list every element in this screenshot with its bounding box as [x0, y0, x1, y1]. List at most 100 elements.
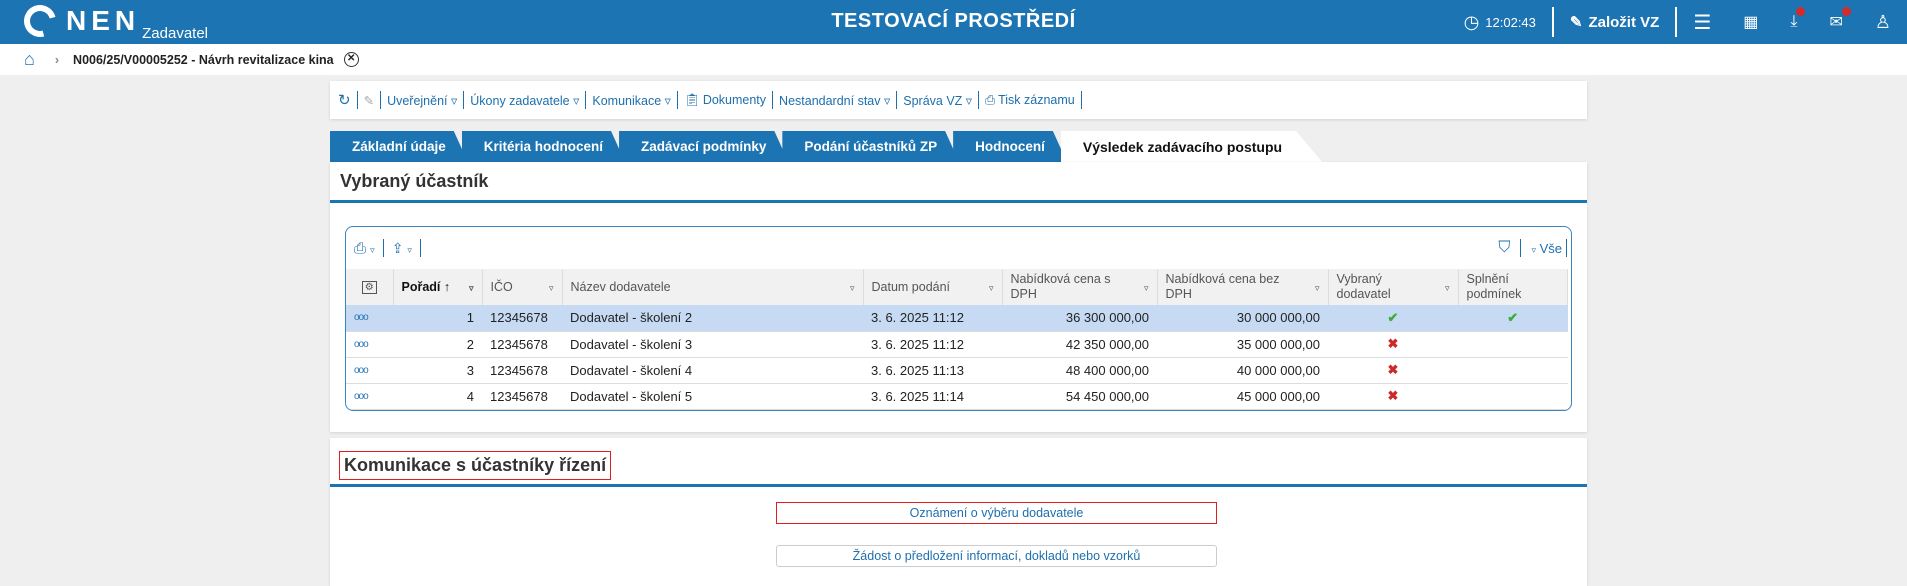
divider — [1675, 7, 1678, 37]
refresh-icon[interactable]: ↻ — [338, 92, 351, 109]
column-header-cena-bez-dph[interactable]: Nabídková cena bez DPH ▿ — [1157, 269, 1329, 305]
tab-podani-ucastniku[interactable]: Podání účastníků ZP — [782, 131, 959, 162]
rank-cell: 4 — [393, 383, 482, 410]
supplier-name-cell: Dodavatel - školení 5 — [562, 383, 863, 410]
column-header-nazev[interactable]: Název dodavatele ▿ — [562, 269, 864, 305]
date-cell: 3. 6. 2025 11:12 — [863, 331, 1002, 358]
table-row[interactable]: ooo 1 12345678 Dodavatel - školení 2 3. 6. 2… — [346, 305, 1568, 332]
row-actions-icon[interactable]: ooo — [346, 383, 393, 410]
row-actions-icon[interactable]: ooo — [346, 331, 393, 358]
divider — [330, 200, 1587, 203]
session-timer: ◷ 12:02:43 — [1448, 0, 1552, 44]
selected-status-icon: ✔ — [1328, 305, 1458, 332]
divider — [1551, 7, 1554, 37]
toolbar-komunikace[interactable]: Komunikace ▿ — [592, 93, 671, 108]
date-cell: 3. 6. 2025 11:13 — [863, 357, 1002, 384]
user-icon: ♙ — [1874, 11, 1891, 32]
table-row[interactable]: ooo 4 12345678 Dodavatel - školení 5 3. 6. 2… — [346, 383, 1568, 410]
time-text: 12:02:43 — [1485, 14, 1536, 30]
tab-bar: Základní údaje Kritéria hodnocení Zadáva… — [330, 131, 1316, 162]
communication-section: Komunikace s účastníky řízení Oznámení o… — [330, 438, 1587, 586]
price-cell: 45 000 000,00 — [1157, 383, 1328, 410]
tab-hodnoceni[interactable]: Hodnocení — [953, 131, 1067, 162]
toolbar-ukony[interactable]: Úkony zadavatele ▿ — [470, 93, 580, 108]
price-cell: 35 000 000,00 — [1157, 331, 1328, 358]
conditions-status-icon — [1458, 383, 1568, 410]
messages-button[interactable]: ✉ — [1813, 0, 1858, 44]
view-all-dropdown[interactable]: ▿ Vše — [1531, 240, 1562, 256]
settings-icon: ⚙ — [361, 281, 377, 294]
notification-dot — [1841, 7, 1851, 16]
row-actions-icon[interactable]: ooo — [346, 305, 393, 332]
home-icon[interactable]: ⌂ — [24, 49, 35, 69]
column-header-cena-s-dph[interactable]: Nabídková cena s DPH ▿ — [1002, 269, 1158, 305]
clipboard-icon: 📋︎ — [683, 92, 700, 107]
column-header-ico[interactable]: IČO ▿ — [482, 269, 563, 305]
price-vat-cell: 48 400 000,00 — [1002, 357, 1157, 384]
print-icon[interactable]: ⎙ ▿ — [354, 239, 375, 257]
selected-status-icon: ✖ — [1328, 357, 1458, 384]
breadcrumb-item[interactable]: N006/25/V00005252 - Návrh revitalizace k… — [73, 52, 334, 67]
menu-button[interactable]: ☰ — [1677, 0, 1727, 44]
column-header-splneni[interactable]: Splnění podmínek — [1458, 269, 1568, 305]
action-toolbar: ↻ ✎ Uveřejnění ▿ Úkony zadavatele ▿ Komu… — [330, 81, 1587, 119]
selected-status-icon: ✖ — [1328, 331, 1458, 358]
ico-cell: 12345678 — [482, 383, 562, 410]
logo-subtitle: Zadavatel — [142, 25, 208, 42]
downloads-button[interactable]: ⤓ — [1774, 0, 1813, 44]
pencil-icon[interactable]: ✎ — [363, 93, 375, 108]
tab-zakladni-udaje[interactable]: Základní údaje — [330, 131, 468, 162]
participants-grid: ⎙ ▿ ⇪ ▿ ⛉ ▿ Vše ⚙ Pořadí ↑ ▿ IČO ▿ Název d… — [345, 226, 1572, 411]
request-documents-button[interactable]: Žádost o předložení informací, dokladů n… — [776, 545, 1217, 567]
supplier-name-cell: Dodavatel - školení 4 — [562, 357, 863, 384]
tab-zadavaci-podminky[interactable]: Zadávací podmínky — [619, 131, 788, 162]
column-header-poradi[interactable]: Pořadí ↑ ▿ — [393, 269, 483, 305]
close-icon[interactable]: ✕ — [343, 52, 359, 67]
rank-cell: 2 — [393, 331, 482, 358]
ico-cell: 12345678 — [482, 305, 562, 332]
table-row[interactable]: ooo 2 12345678 Dodavatel - školení 3 3. 6. 2… — [346, 331, 1568, 358]
toolbar-sprava-vz[interactable]: Správa VZ ▿ — [903, 93, 973, 108]
rank-cell: 1 — [393, 305, 482, 332]
selected-participant-section: Vybraný účastník ⎙ ▿ ⇪ ▿ ⛉ ▿ Vše ⚙ Pořad… — [330, 162, 1587, 432]
toolbar-tisk[interactable]: Tisk záznamu — [998, 93, 1075, 107]
conditions-status-icon — [1458, 331, 1568, 358]
logo-text: NEN — [66, 5, 141, 36]
section-title: Vybraný účastník — [340, 171, 489, 191]
printer-icon: ⎙ — [985, 92, 996, 107]
calendar-button[interactable]: ▦ — [1727, 0, 1774, 44]
breadcrumb: ⌂ › N006/25/V00005252 - Návrh revitaliza… — [0, 44, 1907, 75]
toolbar-nestandardni-stav[interactable]: Nestandardní stav ▿ — [779, 93, 891, 108]
toolbar-dokumenty[interactable]: Dokumenty — [702, 93, 767, 107]
download-icon: ⤓ — [1790, 13, 1798, 30]
column-settings[interactable]: ⚙ — [346, 269, 394, 305]
column-header-datum[interactable]: Datum podání ▿ — [863, 269, 1003, 305]
nen-logo[interactable]: NEN Zadavatel — [18, 0, 208, 43]
tab-vysledek[interactable]: Výsledek zadávacího postupu — [1061, 131, 1322, 162]
user-button[interactable]: ♙ — [1859, 0, 1907, 44]
chevron-right-icon: › — [54, 52, 60, 67]
notice-of-selection-button[interactable]: Oznámení o výběru dodavatele — [776, 502, 1217, 524]
notification-dot — [1796, 7, 1806, 16]
column-header-vybrany[interactable]: Vybraný dodavatel ▿ — [1328, 269, 1459, 305]
section-title: Komunikace s účastníky řízení — [339, 451, 612, 480]
date-cell: 3. 6. 2025 11:14 — [863, 383, 1002, 410]
divider — [330, 484, 1587, 487]
export-icon[interactable]: ⇪ ▿ — [391, 239, 412, 256]
filter-icon[interactable]: ⛉ — [1498, 239, 1511, 256]
create-vz-label: Založit VZ — [1588, 13, 1660, 31]
ico-cell: 12345678 — [482, 331, 562, 358]
row-actions-icon[interactable]: ooo — [346, 357, 393, 384]
tab-kriteria-hodnoceni[interactable]: Kritéria hodnocení — [462, 131, 625, 162]
price-vat-cell: 42 350 000,00 — [1002, 331, 1157, 358]
price-cell: 40 000 000,00 — [1157, 357, 1328, 384]
price-vat-cell: 36 300 000,00 — [1002, 305, 1157, 332]
create-vz-button[interactable]: ✎ Založit VZ — [1554, 0, 1675, 44]
app-header: NEN Zadavatel TESTOVACÍ PROSTŘEDÍ ◷ 12:02… — [0, 0, 1907, 44]
table-row[interactable]: ooo 3 12345678 Dodavatel - školení 4 3. 6. 2… — [346, 357, 1568, 384]
toolbar-uverejneni[interactable]: Uveřejnění ▿ — [387, 93, 458, 108]
supplier-name-cell: Dodavatel - školení 3 — [562, 331, 863, 358]
table-header: ⚙ Pořadí ↑ ▿ IČO ▿ Název dodavatele ▿ Datum… — [346, 269, 1568, 305]
hamburger-icon: ☰ — [1693, 11, 1712, 34]
logo-icon — [18, 0, 62, 43]
